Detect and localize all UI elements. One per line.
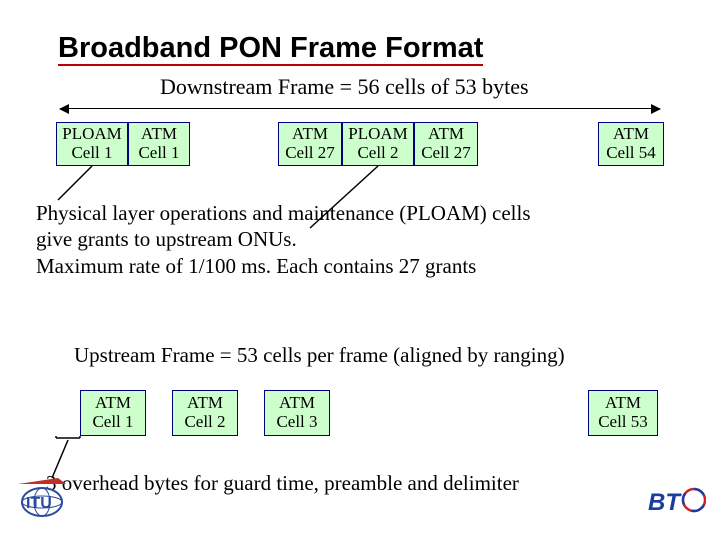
frame-cell: ATMCell 2 [172,390,238,436]
frame-cell: PLOAMCell 2 [342,122,414,166]
downstream-arrow [60,108,660,109]
itu-logo: ITU [14,476,70,520]
frame-cell: ATMCell 27 [278,122,342,166]
overhead-description: 3 overhead bytes for guard time, preambl… [46,470,519,496]
svg-text:BT: BT [648,489,682,516]
ploam-description: Physical layer operations and maintenanc… [36,200,696,279]
title-underline: Broadband PON Frame Format [58,32,483,66]
frame-cell: PLOAMCell 1 [56,122,128,166]
downstream-label: Downstream Frame = 56 cells of 53 bytes [160,74,529,100]
bt-logo: BT [648,484,706,522]
page-title: Broadband PON Frame Format [58,32,483,65]
frame-cell: ATMCell 53 [588,390,658,436]
frame-cell: ATMCell 1 [128,122,190,166]
svg-text:ITU: ITU [26,495,52,512]
upstream-label: Upstream Frame = 53 cells per frame (ali… [74,342,565,368]
frame-cell: ATMCell 54 [598,122,664,166]
frame-cell: ATMCell 1 [80,390,146,436]
frame-cell: ATMCell 27 [414,122,478,166]
frame-cell: ATMCell 3 [264,390,330,436]
